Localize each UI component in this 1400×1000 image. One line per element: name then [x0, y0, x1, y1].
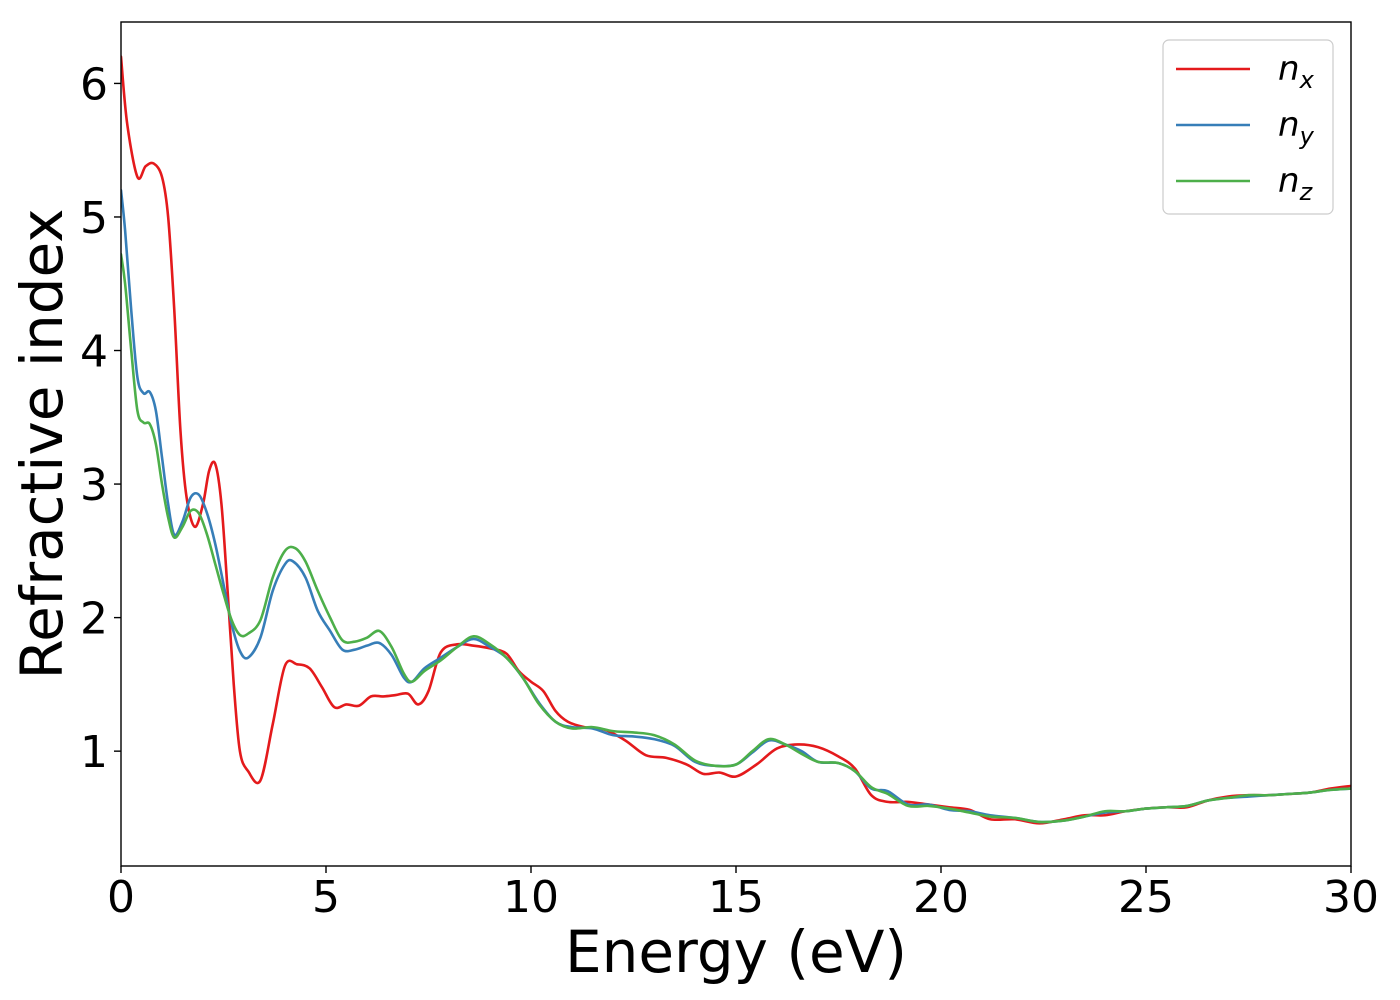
legend-label-subscript: y [1299, 122, 1315, 150]
x-axis-label: Energy (eV) [565, 918, 907, 986]
legend-label-subscript: x [1299, 66, 1315, 94]
x-tick-label: 20 [913, 872, 969, 923]
legend-label-main: n [1278, 49, 1300, 89]
y-tick-label: 6 [80, 59, 108, 110]
legend-frame [1162, 39, 1334, 215]
series-line-x [121, 55, 1351, 825]
legend-label-main: n [1278, 161, 1300, 201]
series-layer [121, 55, 1351, 825]
x-axis: 0 5 10 15 20 25 30 [107, 866, 1379, 923]
legend-label-subscript: z [1299, 178, 1314, 206]
x-tick-label: 15 [708, 872, 764, 923]
series-line-z [121, 253, 1351, 824]
x-tick-label: 5 [312, 872, 340, 923]
y-tick-label: 5 [80, 193, 108, 244]
y-tick-label: 3 [80, 460, 108, 511]
y-tick-label: 1 [80, 727, 108, 778]
x-tick-label: 10 [503, 872, 559, 923]
x-tick-label: 30 [1323, 872, 1379, 923]
x-tick-label: 0 [107, 872, 135, 923]
x-tick-label: 25 [1118, 872, 1174, 923]
y-axis-label: Refractive index [8, 208, 76, 679]
y-tick-label: 4 [80, 327, 108, 378]
legend-label-main: n [1278, 105, 1300, 145]
legend-label-z: nz [1278, 161, 1314, 206]
legend-label-y: ny [1278, 105, 1315, 150]
y-tick-label: 2 [80, 594, 108, 645]
y-axis: 1 2 3 4 5 6 [80, 59, 121, 778]
legend-label-x: nx [1278, 49, 1315, 94]
